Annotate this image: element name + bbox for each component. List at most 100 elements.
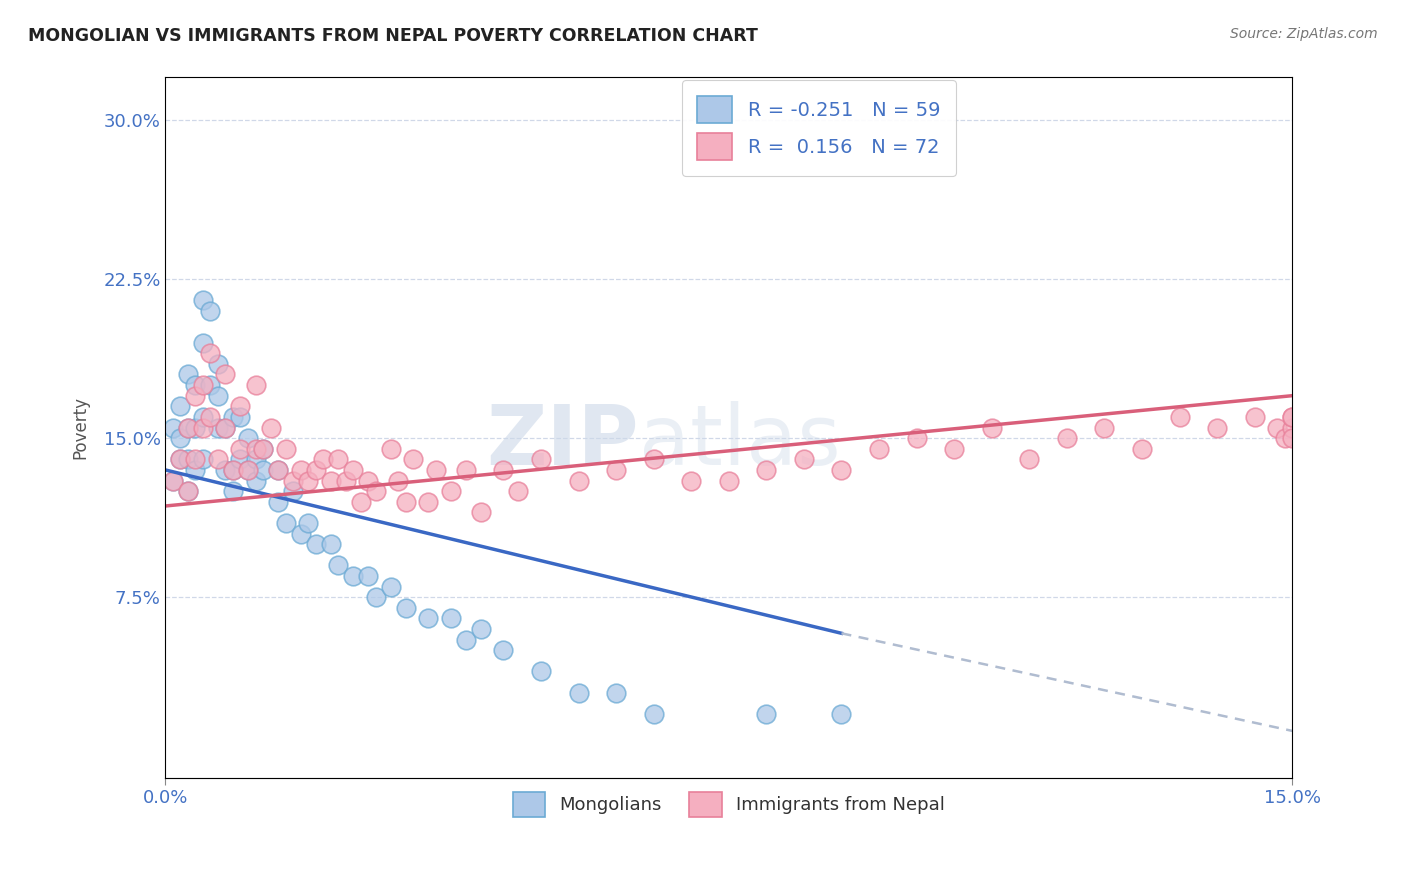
Point xyxy=(236,431,259,445)
Point xyxy=(200,303,222,318)
Point xyxy=(191,420,214,434)
Point xyxy=(290,463,312,477)
Point xyxy=(236,463,259,477)
Point xyxy=(267,495,290,509)
Point xyxy=(1281,431,1303,445)
Point xyxy=(169,431,191,445)
Point xyxy=(357,474,380,488)
Point xyxy=(297,474,319,488)
Point xyxy=(184,378,207,392)
Point xyxy=(1281,420,1303,434)
Point xyxy=(364,484,387,499)
Point xyxy=(1265,420,1288,434)
Point xyxy=(200,378,222,392)
Point xyxy=(395,600,418,615)
Point xyxy=(492,463,515,477)
Point xyxy=(191,378,214,392)
Point xyxy=(184,420,207,434)
Point xyxy=(245,452,267,467)
Point xyxy=(207,389,229,403)
Point xyxy=(328,452,350,467)
Point xyxy=(177,420,200,434)
Point xyxy=(755,706,778,721)
Point xyxy=(245,442,267,456)
Point xyxy=(1092,420,1115,434)
Point xyxy=(1281,409,1303,424)
Point xyxy=(425,463,447,477)
Point xyxy=(530,452,553,467)
Point xyxy=(207,452,229,467)
Point xyxy=(830,463,852,477)
Point xyxy=(350,495,373,509)
Point xyxy=(177,484,200,499)
Point xyxy=(236,463,259,477)
Point xyxy=(222,409,245,424)
Point xyxy=(380,580,402,594)
Point xyxy=(440,611,463,625)
Point xyxy=(440,484,463,499)
Point xyxy=(229,399,252,413)
Point xyxy=(980,420,1002,434)
Point xyxy=(177,420,200,434)
Point xyxy=(1130,442,1153,456)
Point xyxy=(342,463,364,477)
Point xyxy=(681,474,703,488)
Point xyxy=(395,495,418,509)
Point xyxy=(259,420,281,434)
Point xyxy=(191,452,214,467)
Point xyxy=(177,484,200,499)
Point xyxy=(274,516,297,530)
Point xyxy=(191,293,214,308)
Point xyxy=(267,463,290,477)
Point xyxy=(177,368,200,382)
Point xyxy=(793,452,815,467)
Point xyxy=(605,463,627,477)
Point xyxy=(245,474,267,488)
Point xyxy=(191,335,214,350)
Point xyxy=(267,463,290,477)
Point xyxy=(717,474,740,488)
Point xyxy=(169,452,191,467)
Point xyxy=(304,537,326,551)
Point xyxy=(274,442,297,456)
Text: ZIP: ZIP xyxy=(486,401,638,482)
Point xyxy=(222,463,245,477)
Point xyxy=(290,526,312,541)
Point xyxy=(184,389,207,403)
Point xyxy=(252,442,274,456)
Point xyxy=(214,368,236,382)
Point xyxy=(905,431,928,445)
Point xyxy=(191,409,214,424)
Point xyxy=(1206,420,1229,434)
Point xyxy=(252,463,274,477)
Point xyxy=(402,452,425,467)
Point xyxy=(229,442,252,456)
Point xyxy=(643,706,665,721)
Text: MONGOLIAN VS IMMIGRANTS FROM NEPAL POVERTY CORRELATION CHART: MONGOLIAN VS IMMIGRANTS FROM NEPAL POVER… xyxy=(28,27,758,45)
Point xyxy=(492,643,515,657)
Point xyxy=(177,452,200,467)
Point xyxy=(229,452,252,467)
Point xyxy=(297,516,319,530)
Y-axis label: Poverty: Poverty xyxy=(72,396,89,459)
Point xyxy=(830,706,852,721)
Point xyxy=(281,484,304,499)
Point xyxy=(214,420,236,434)
Point xyxy=(245,378,267,392)
Point xyxy=(530,665,553,679)
Point xyxy=(304,463,326,477)
Point xyxy=(454,463,477,477)
Point xyxy=(162,474,184,488)
Point xyxy=(335,474,357,488)
Point xyxy=(169,399,191,413)
Point xyxy=(1056,431,1078,445)
Point xyxy=(207,420,229,434)
Point xyxy=(200,409,222,424)
Point xyxy=(643,452,665,467)
Point xyxy=(281,474,304,488)
Point xyxy=(214,463,236,477)
Point xyxy=(357,569,380,583)
Point xyxy=(1168,409,1191,424)
Point xyxy=(1018,452,1040,467)
Point xyxy=(312,452,335,467)
